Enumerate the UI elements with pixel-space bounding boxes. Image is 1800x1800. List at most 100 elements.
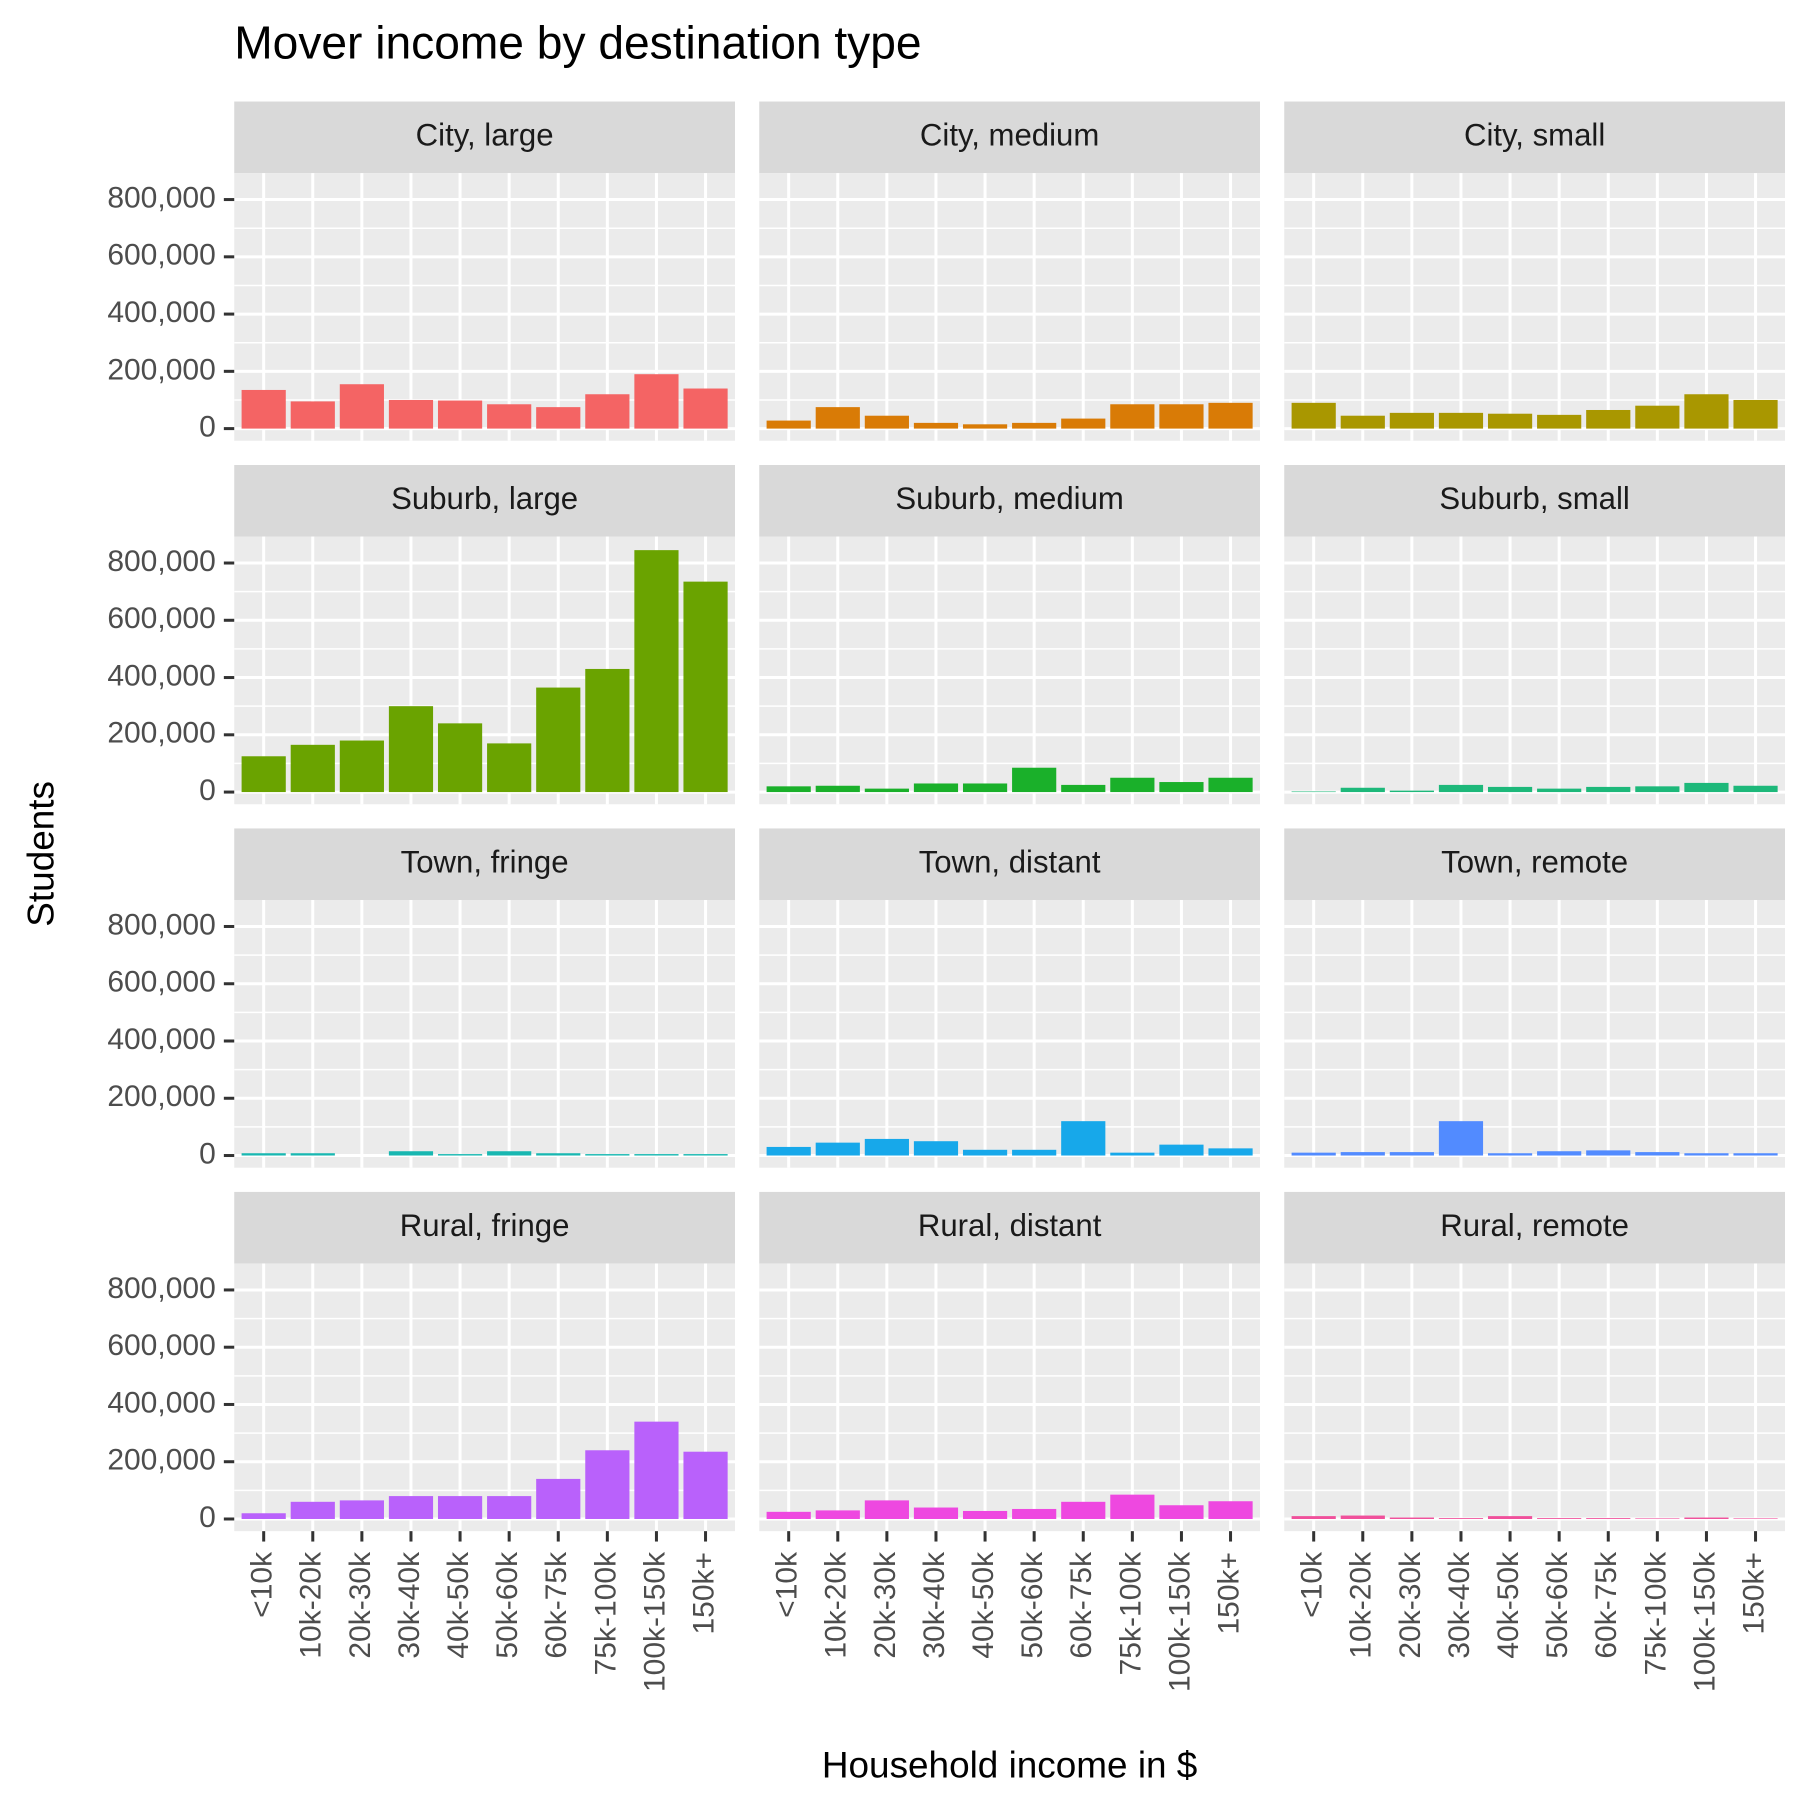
bar — [864, 415, 909, 429]
bar — [388, 1151, 434, 1156]
bar — [1389, 412, 1434, 429]
bar — [339, 384, 384, 429]
bar — [1438, 1121, 1484, 1156]
strip-label: Town, distant — [919, 844, 1101, 879]
bar — [1340, 1152, 1385, 1156]
strip-label: City, large — [416, 118, 554, 153]
bar — [1159, 782, 1204, 793]
bar — [1061, 784, 1106, 793]
bar — [1684, 394, 1729, 429]
bar — [1159, 1144, 1204, 1156]
bar — [1635, 1152, 1680, 1156]
bar — [962, 1510, 1008, 1519]
x-tick-label: 30k-40k — [1443, 1551, 1476, 1659]
x-tick-label: 100k-150k — [638, 1551, 671, 1692]
strip — [1284, 101, 1785, 174]
x-tick-label: 100k-150k — [1163, 1551, 1196, 1692]
y-tick-label: 400,000 — [107, 1386, 215, 1419]
bar — [683, 581, 728, 793]
bar — [634, 550, 679, 793]
bar — [437, 1496, 483, 1519]
bar — [1733, 1518, 1778, 1519]
bar — [1389, 790, 1434, 793]
panel — [1284, 536, 1785, 805]
strip-label: Suburb, medium — [895, 481, 1123, 516]
y-tick-label: 200,000 — [107, 1080, 215, 1113]
bar — [1110, 777, 1155, 793]
bar — [1291, 402, 1336, 429]
bar — [1159, 404, 1204, 429]
y-tick-label: 200,000 — [107, 1444, 215, 1477]
panel — [759, 173, 1260, 441]
bar — [1208, 1148, 1253, 1156]
bar — [1291, 1516, 1336, 1519]
x-tick-label: 30k-40k — [393, 1551, 426, 1659]
bar — [683, 1451, 728, 1519]
bar — [487, 1496, 532, 1519]
bar — [388, 1496, 434, 1519]
bar — [339, 1500, 384, 1519]
strip — [1284, 1191, 1785, 1264]
x-tick-label: 20k-30k — [1394, 1551, 1427, 1659]
bar — [437, 400, 483, 429]
bar — [1061, 1121, 1106, 1156]
bar — [1537, 788, 1582, 793]
bar — [962, 783, 1008, 793]
x-tick-label: 100k-150k — [1688, 1551, 1721, 1692]
bar — [241, 389, 286, 429]
x-tick-label: 30k-40k — [918, 1551, 951, 1659]
x-tick-label: 60k-75k — [1590, 1551, 1623, 1659]
bar — [536, 687, 581, 793]
bar — [339, 740, 384, 793]
bar — [290, 401, 335, 429]
bar — [1110, 1494, 1155, 1519]
bar — [1487, 786, 1533, 793]
bar — [585, 668, 630, 793]
x-tick-label: 20k-30k — [869, 1551, 902, 1659]
bar — [437, 1154, 483, 1156]
bar — [1733, 1153, 1778, 1156]
bar — [1487, 1153, 1533, 1156]
bar — [1537, 1151, 1582, 1156]
y-tick-label: 800,000 — [107, 908, 215, 941]
bar — [962, 1149, 1008, 1156]
strip — [759, 828, 1260, 900]
bar — [1110, 1152, 1155, 1156]
x-tick-label: 60k-75k — [540, 1551, 573, 1659]
bar — [1208, 402, 1253, 429]
bar — [766, 1511, 811, 1519]
x-tick-label: 40k-50k — [442, 1551, 475, 1659]
bar — [1389, 1517, 1434, 1519]
x-tick-label: 50k-60k — [491, 1551, 524, 1659]
y-tick-label: 800,000 — [107, 545, 215, 578]
bar — [241, 756, 286, 793]
strip-label: Rural, distant — [918, 1208, 1102, 1243]
panel — [759, 536, 1260, 805]
bar — [1586, 786, 1631, 793]
strip — [234, 465, 735, 537]
y-tick-label: 0 — [199, 774, 216, 807]
y-tick-label: 800,000 — [107, 1272, 215, 1305]
x-tick-label: 40k-50k — [967, 1551, 1000, 1659]
bar — [815, 1142, 860, 1156]
bar — [634, 374, 679, 429]
strip-label: Suburb, small — [1439, 481, 1629, 516]
bar — [1291, 791, 1336, 793]
bar — [585, 1154, 630, 1156]
y-tick-label: 400,000 — [107, 659, 215, 692]
strip — [234, 828, 735, 900]
y-axis-title: Students — [21, 781, 62, 927]
strip — [234, 1191, 735, 1264]
bar — [1684, 1517, 1729, 1519]
bar — [766, 786, 811, 793]
strip-label: Rural, fringe — [400, 1208, 570, 1243]
y-tick-label: 600,000 — [107, 602, 215, 635]
x-tick-label: 50k-60k — [1541, 1551, 1574, 1659]
bar — [290, 1501, 335, 1519]
bar — [585, 394, 630, 429]
y-tick-label: 400,000 — [107, 296, 215, 329]
x-tick-label: <10k — [771, 1551, 804, 1618]
bar — [1291, 1152, 1336, 1156]
bar — [1487, 1516, 1533, 1519]
